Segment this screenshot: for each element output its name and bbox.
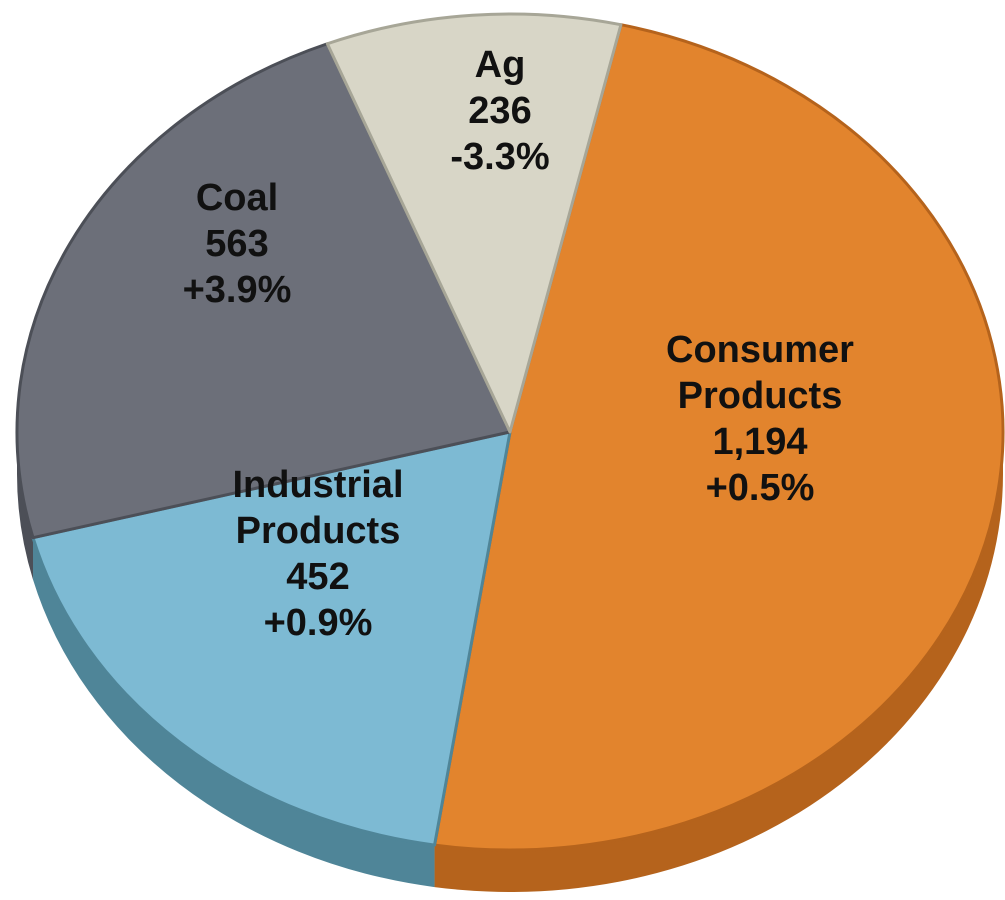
slice-label-industrial-products: Industrial Products 452 +0.9% [232, 464, 403, 644]
pie-side-coal [17, 432, 34, 580]
slice-name-industrial-products: Industrial [232, 464, 403, 506]
slice-name-coal: Coal [196, 177, 278, 219]
pie-slice-industrial-products [31, 430, 512, 847]
slice-name-consumer-products: Products [678, 375, 843, 417]
pie-slice-ag [325, 12, 623, 434]
slice-change-ag: -3.3% [450, 136, 549, 178]
pie-side-group [17, 432, 1003, 892]
slice-value-consumer-products: 1,194 [712, 421, 807, 463]
pie-top-group [15, 12, 1005, 852]
slice-change-industrial-products: +0.9% [264, 602, 373, 644]
pie-label-group: Consumer Products 1,194 +0.5%Industrial Prod… [183, 44, 855, 644]
slice-label-coal: Coal 563 +3.9% [183, 177, 292, 311]
slice-label-consumer-products: Consumer Products 1,194 +0.5% [666, 329, 854, 509]
slice-change-consumer-products: +0.5% [706, 467, 815, 509]
slice-label-ag: Ag 236 -3.3% [450, 44, 549, 178]
pie-slice-consumer-products [433, 23, 1005, 852]
slice-name-industrial-products: Products [236, 510, 401, 552]
pie-slice-coal [15, 42, 512, 540]
slice-name-consumer-products: Consumer [666, 329, 854, 371]
slice-name-ag: Ag [475, 44, 526, 86]
pie-side-industrial-products [33, 537, 435, 888]
slice-value-industrial-products: 452 [286, 556, 349, 598]
slice-value-coal: 563 [205, 223, 268, 265]
slice-value-ag: 236 [468, 90, 531, 132]
slice-change-coal: +3.9% [183, 269, 292, 311]
